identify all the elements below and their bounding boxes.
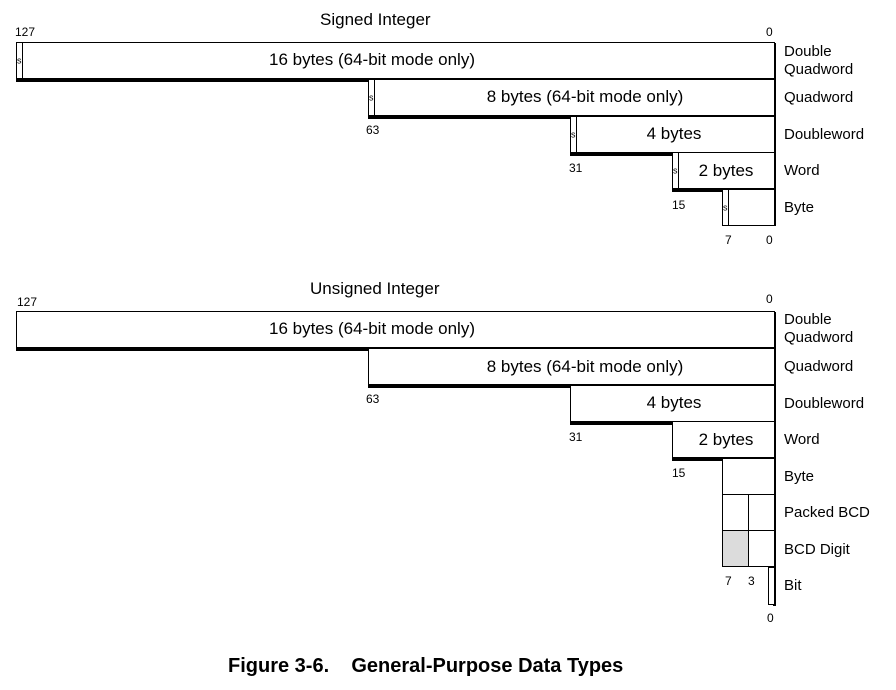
signed-bit-7: 7 <box>725 233 732 247</box>
signed-word-box <box>672 152 775 189</box>
signed-dq-text: 16 bytes (64-bit mode only) <box>269 50 475 69</box>
signed-bit-15: 15 <box>672 198 686 212</box>
unsigned-bit-15: 15 <box>672 466 686 480</box>
signed-label-double-quadword: Double Quadword <box>784 43 854 78</box>
unsigned-packed-bcd-low-nibble <box>748 494 775 531</box>
signed-label-byte: Byte <box>784 199 815 216</box>
signed-bit-0-bottom: 0 <box>766 233 773 247</box>
signed-bit-31: 31 <box>569 161 583 175</box>
unsigned-bit-127: 127 <box>17 295 38 309</box>
unsigned-qw-text: 8 bytes (64-bit mode only) <box>486 357 684 376</box>
unsigned-label-word: Word <box>784 431 820 448</box>
unsigned-dq-text: 16 bytes (64-bit mode only) <box>269 319 475 338</box>
signed-label-quadword: Quadword <box>784 89 854 106</box>
unsigned-label-double-quadword: Double Quadword <box>784 311 854 346</box>
signed-bit-0-top: 0 <box>766 25 773 39</box>
unsigned-double-quadword-box <box>16 311 775 348</box>
signed-byte-box <box>722 189 775 226</box>
unsigned-label-bit: Bit <box>784 577 802 594</box>
signed-dw-sign-bit: s <box>571 117 577 152</box>
signed-qw-sign-bit: s <box>369 80 375 115</box>
unsigned-packed-bcd-high-nibble <box>722 494 749 531</box>
unsigned-bit-31: 31 <box>569 430 583 444</box>
signed-double-quadword-box <box>16 42 775 79</box>
unsigned-integer-title: Unsigned Integer <box>310 279 440 298</box>
signed-dq-sign-bit: s <box>17 43 23 78</box>
unsigned-label-doubleword: Doubleword <box>784 395 865 412</box>
unsigned-word-text: 2 bytes <box>698 430 754 449</box>
signed-label-word: Word <box>784 162 820 179</box>
signed-qw-text: 8 bytes (64-bit mode only) <box>486 87 684 106</box>
unsigned-quadword-box <box>368 348 775 385</box>
signed-bit-127: 127 <box>15 25 36 39</box>
signed-word-text: 2 bytes <box>698 161 754 180</box>
signed-byte-sign-bit: s <box>723 190 729 225</box>
signed-dw-text: 4 bytes <box>646 124 702 143</box>
signed-bit-63: 63 <box>366 123 380 137</box>
unsigned-dw-text: 4 bytes <box>646 393 702 412</box>
unsigned-bit-0-bottom: 0 <box>767 611 774 625</box>
unsigned-label-byte: Byte <box>784 468 815 485</box>
unsigned-bcd-digit-unused-nibble <box>722 530 749 567</box>
signed-integer-title: Signed Integer <box>320 10 431 29</box>
signed-label-doubleword: Doubleword <box>784 126 865 143</box>
unsigned-word-box <box>672 421 775 458</box>
signed-word-sign-bit: s <box>673 153 679 188</box>
unsigned-bcd-digit-nibble <box>748 530 775 567</box>
unsigned-bit-7: 7 <box>725 574 732 588</box>
unsigned-bit-cell <box>768 567 775 605</box>
unsigned-label-quadword: Quadword <box>784 358 854 375</box>
unsigned-label-packed-bcd: Packed BCD <box>784 504 870 521</box>
unsigned-bit-63: 63 <box>366 392 380 406</box>
unsigned-byte-box <box>722 458 775 495</box>
unsigned-label-bcd-digit: BCD Digit <box>784 541 850 558</box>
unsigned-bit-0-top: 0 <box>766 292 773 306</box>
unsigned-bit-3: 3 <box>748 574 755 588</box>
signed-quadword-box <box>368 79 775 116</box>
figure-caption: Figure 3-6. General-Purpose Data Types <box>228 655 624 677</box>
